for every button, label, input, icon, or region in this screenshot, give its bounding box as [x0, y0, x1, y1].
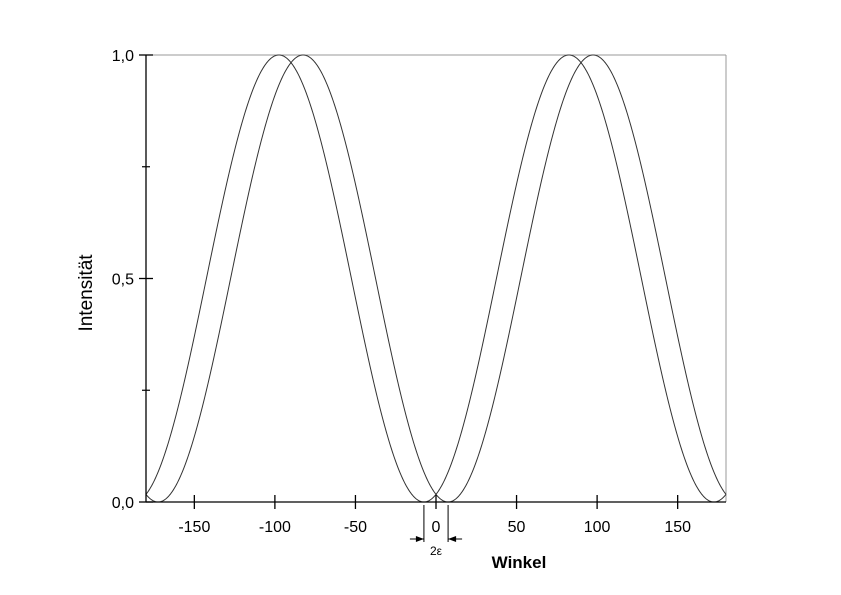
y-axis-title: Intensität	[76, 254, 97, 332]
x-axis-title: Winkel	[492, 553, 547, 572]
x-tick-label: -100	[259, 519, 291, 536]
plot-frame	[146, 54, 727, 502]
annotation-arrowhead-left	[415, 536, 424, 542]
curves	[145, 54, 727, 503]
x-tick-label: 150	[664, 519, 691, 536]
x-tick-label: -150	[178, 519, 210, 536]
y-tick-label: 1,0	[112, 48, 134, 65]
annotation-label: 2ε	[430, 544, 443, 558]
y-tick-label: 0,0	[112, 495, 134, 512]
y-axis: 0,0 0,5 1,0	[112, 48, 153, 512]
x-axis: -150 -100 -50 0 50 100 150	[146, 495, 726, 536]
annotation-2epsilon: 2ε	[409, 505, 463, 558]
annotation-arrowhead-right	[448, 536, 457, 542]
series-line-1	[145, 54, 727, 503]
x-tick-label: 50	[508, 519, 526, 536]
x-tick-label: 0	[432, 519, 441, 536]
y-tick-label: 0,5	[112, 272, 134, 289]
x-tick-label: 100	[584, 519, 611, 536]
x-tick-label: -50	[344, 519, 367, 536]
series-line-2	[145, 54, 727, 503]
